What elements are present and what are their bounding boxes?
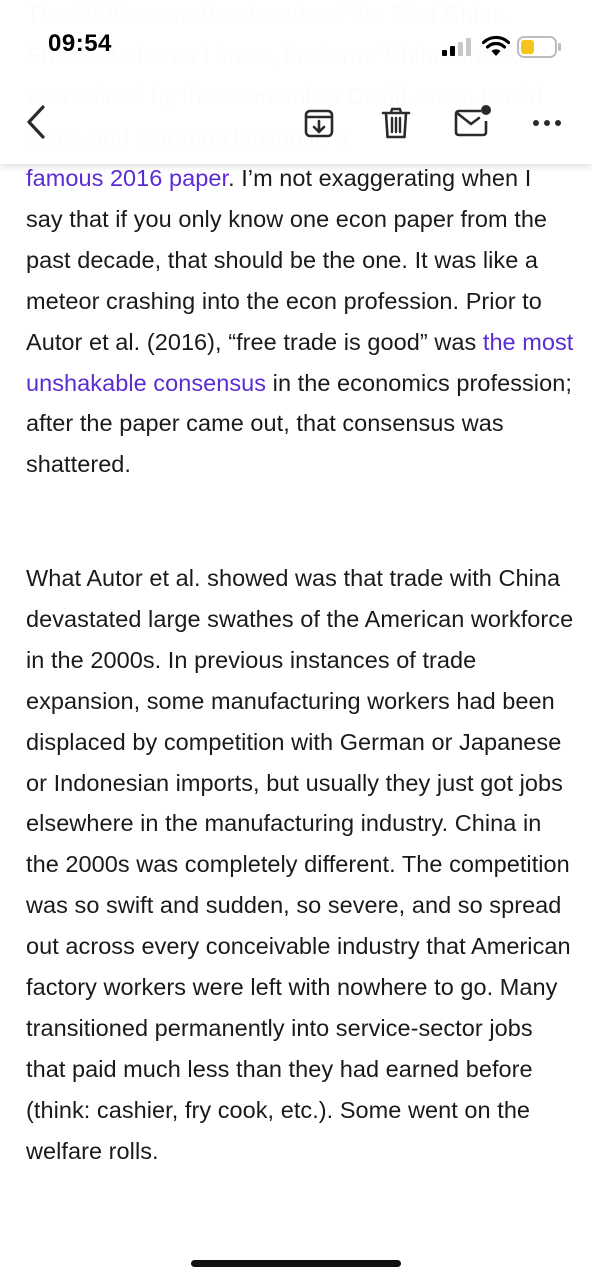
cellular-signal-icon [442, 38, 471, 56]
archive-button[interactable] [300, 104, 338, 142]
paragraph-2: What Autor et al. showed was that trade … [26, 565, 574, 1164]
trash-icon [381, 107, 411, 139]
home-indicator[interactable] [191, 1260, 401, 1267]
archive-download-icon [304, 109, 334, 138]
paragraph-1-text-a: . I’m not exaggerating when I say that i… [26, 165, 548, 355]
link-unshakable-consensus[interactable]: the most unshakable consensus [26, 328, 574, 396]
mail-unread-icon [454, 105, 491, 137]
paragraph-1-text-b: in the economics profession; after the p… [26, 369, 572, 478]
more-horizontal-icon [533, 120, 561, 126]
status-bar: 09:54 [0, 0, 592, 80]
status-time: 09:54 [48, 30, 112, 57]
battery-icon [517, 36, 561, 58]
chevron-left-icon [27, 105, 45, 139]
mark-unread-button[interactable] [452, 101, 494, 141]
top-toolbar: 09:54 [0, 0, 592, 164]
trash-button[interactable] [377, 104, 415, 142]
back-button[interactable] [18, 100, 54, 144]
more-options-button[interactable] [528, 110, 566, 136]
paragraph-1: famous 2016 paper. I’m not exaggerating … [26, 158, 574, 485]
link-famous-2016-paper[interactable]: famous 2016 paper [26, 165, 229, 191]
wifi-icon [482, 35, 510, 56]
